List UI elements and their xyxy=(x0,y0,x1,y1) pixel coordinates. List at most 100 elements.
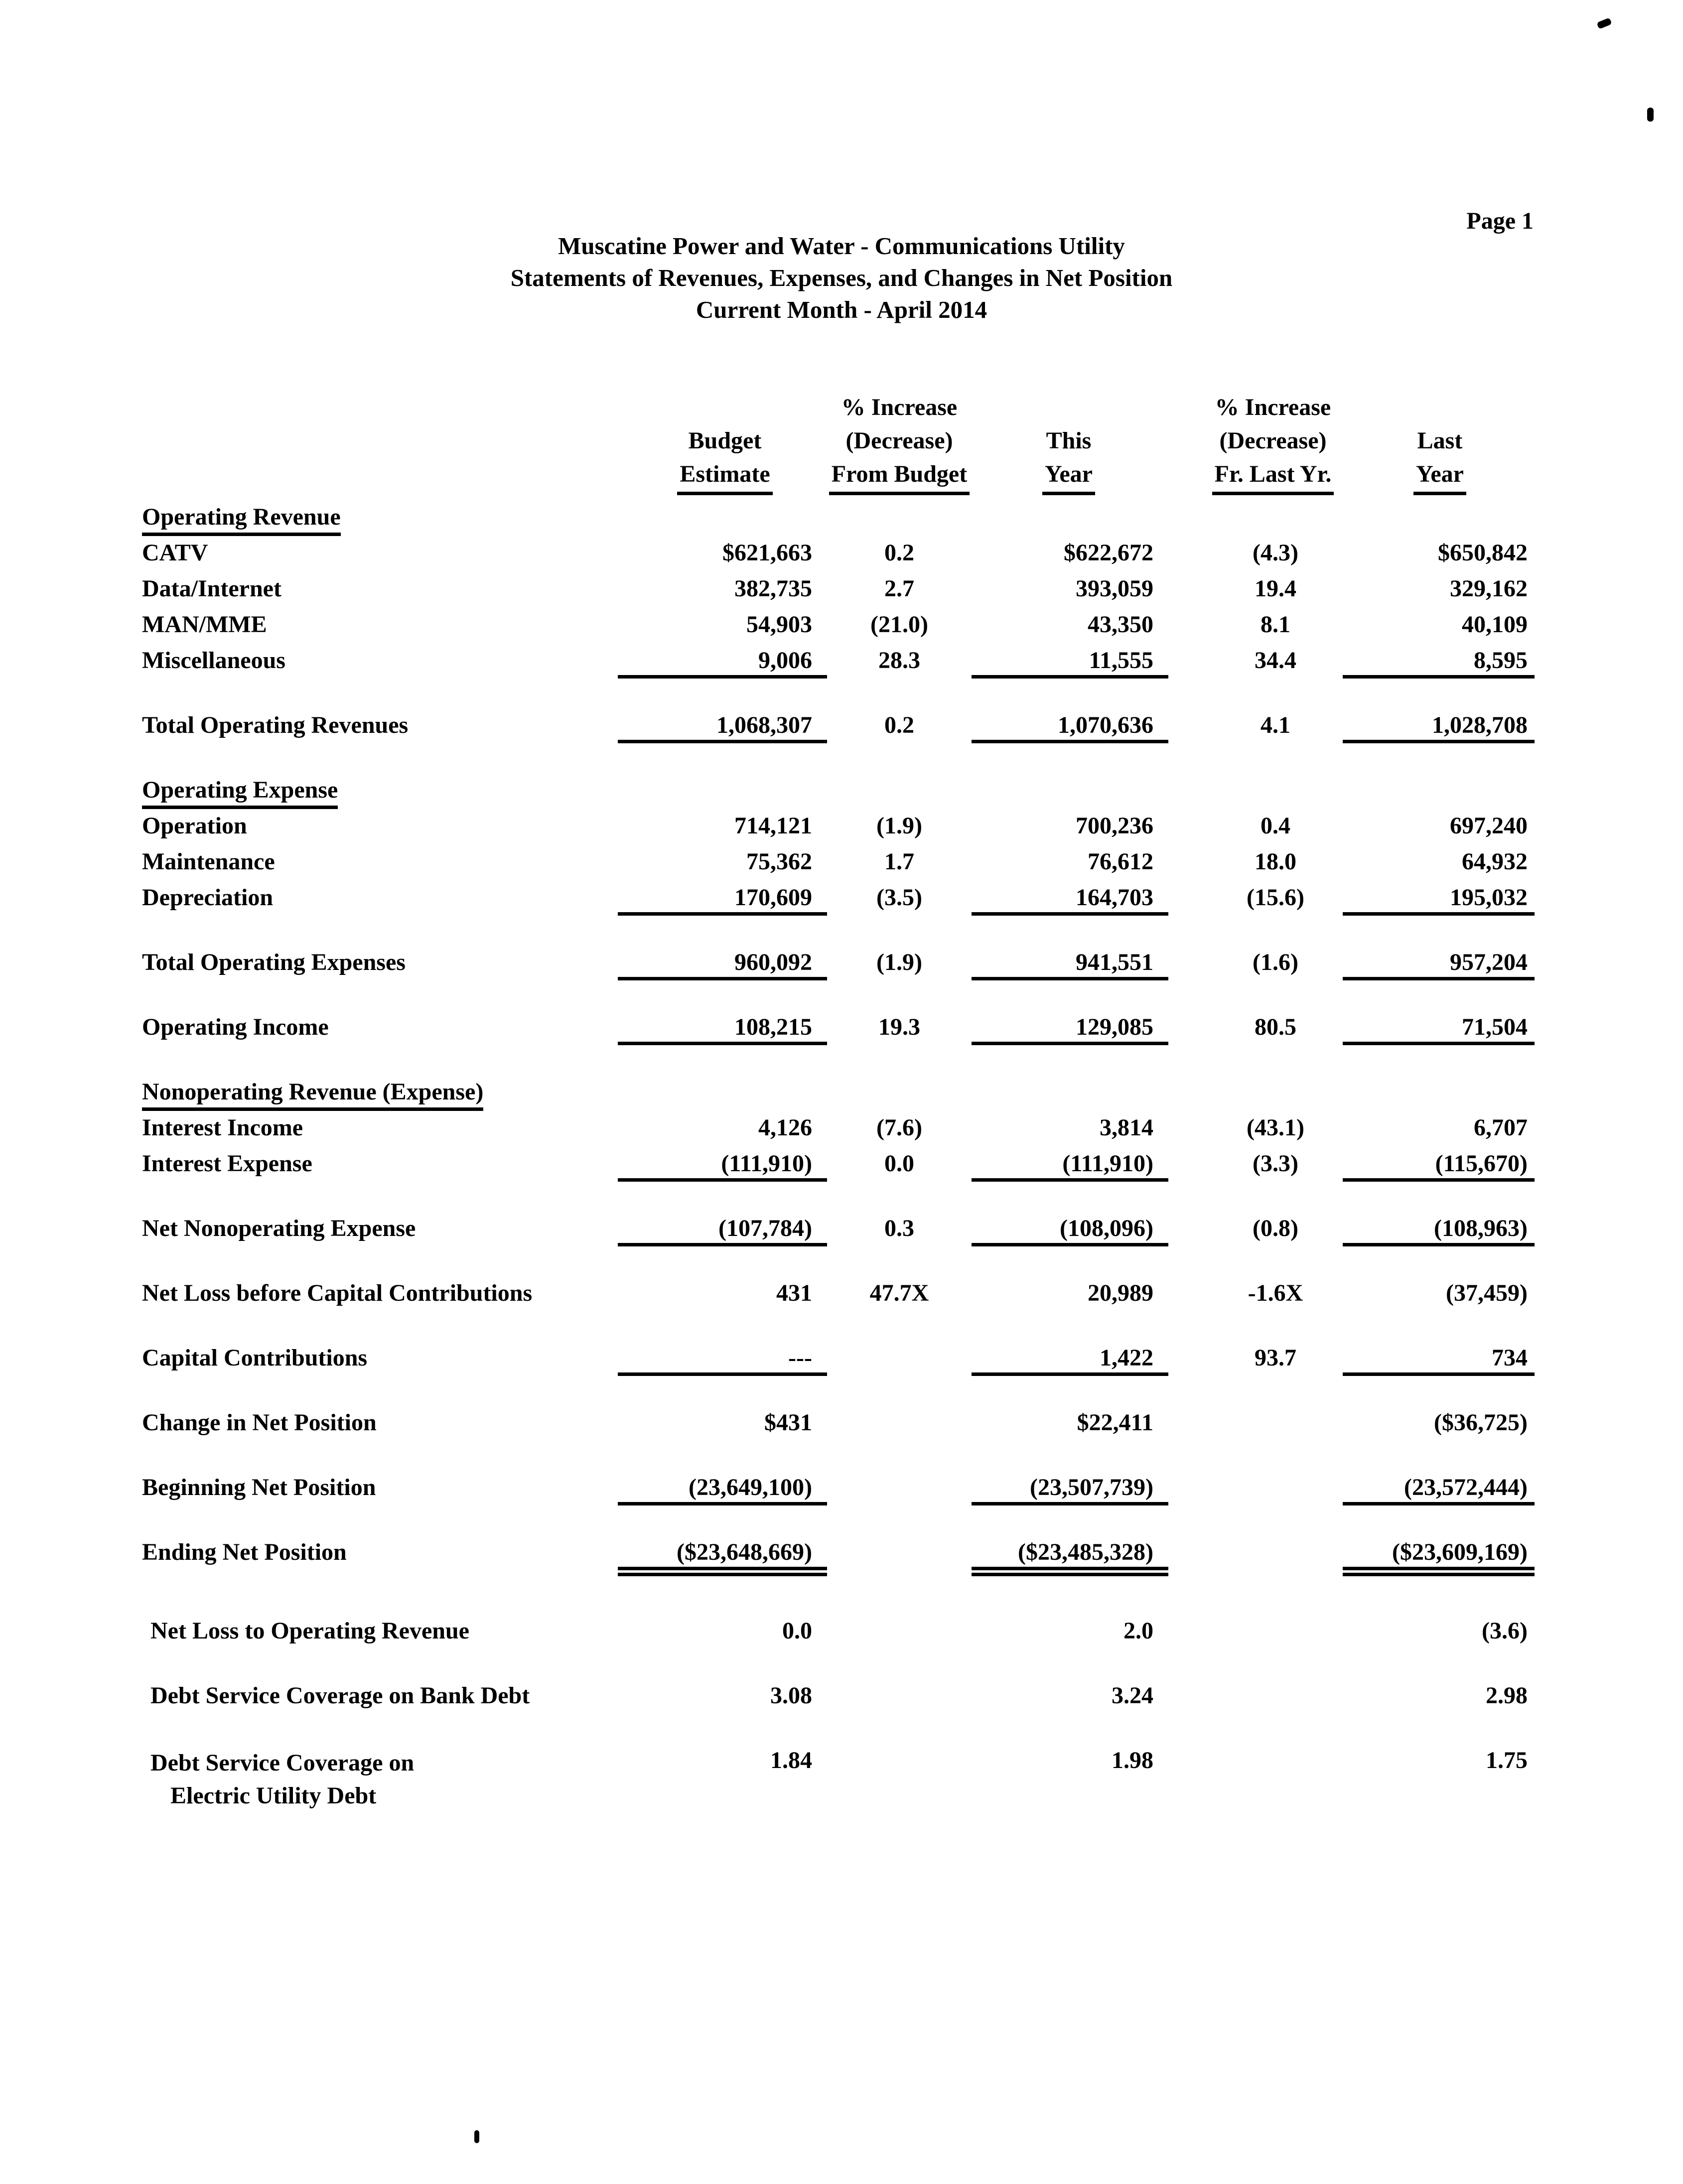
cell-last-year: 957,204 xyxy=(1343,945,1535,980)
row-label: Capital Contributions xyxy=(142,1345,368,1371)
row-label: Operating Income xyxy=(142,1014,329,1040)
cell-budget-estimate: 9,006 xyxy=(618,643,827,679)
cell-pct-from-budget: 0.2 xyxy=(884,712,914,738)
table-row: Net Nonoperating Expense (107,784) 0.3 (… xyxy=(0,1211,1683,1246)
cell-budget-estimate: (111,910) xyxy=(618,1146,827,1182)
cell-this-year: 3,814 xyxy=(1100,1114,1153,1141)
table-row: Debt Service Coverage on Bank Debt 3.08 … xyxy=(0,1678,1683,1714)
cell-pct-fr-last-yr: 34.4 xyxy=(1255,647,1296,674)
cell-pct-fr-last-yr: (3.3) xyxy=(1253,1150,1298,1177)
row-label: CATV xyxy=(142,540,208,566)
row-label: Total Operating Expenses xyxy=(142,949,406,975)
cell-pct-from-budget: 1.7 xyxy=(884,848,914,875)
row-label: MAN/MME xyxy=(142,611,267,638)
cell-this-year: (108,096) xyxy=(972,1211,1168,1246)
cell-pct-from-budget xyxy=(840,1074,959,1110)
cell-budget-estimate: (107,784) xyxy=(618,1211,827,1246)
table-row: Interest Income 4,126 (7.6) 3,814 (43.1)… xyxy=(0,1110,1683,1146)
table-row: Total Operating Expenses 960,092 (1.9) 9… xyxy=(0,945,1683,980)
cell-budget-estimate: ($23,648,669) xyxy=(618,1534,827,1576)
cell-budget-estimate: 714,121 xyxy=(734,813,812,839)
cell-this-year: 11,555 xyxy=(972,643,1168,679)
column-header-pct-fr-last-yr: % Increase (Decrease) Fr. Last Yr. xyxy=(1196,391,1350,495)
cell-this-year: 941,551 xyxy=(972,945,1168,980)
cell-this-year: 129,085 xyxy=(972,1009,1168,1045)
cell-budget-estimate xyxy=(618,1074,827,1110)
cell-last-year: 8,595 xyxy=(1343,643,1535,679)
cell-this-year xyxy=(972,1074,1168,1110)
row-label: Data/Internet xyxy=(142,575,281,602)
cell-this-year: 700,236 xyxy=(1076,813,1153,839)
cell-pct-from-budget: (7.6) xyxy=(876,1114,922,1141)
cell-last-year: 697,240 xyxy=(1450,813,1528,839)
cell-pct-from-budget xyxy=(840,1613,959,1649)
cell-budget-estimate: 960,092 xyxy=(618,945,827,980)
cell-this-year xyxy=(972,499,1168,535)
cell-last-year: (108,963) xyxy=(1343,1211,1535,1246)
row-label: Change in Net Position xyxy=(142,1409,377,1436)
row-label: Debt Service Coverage on Bank Debt xyxy=(150,1682,530,1709)
cell-budget-estimate: 170,609 xyxy=(618,880,827,916)
row-label: Net Nonoperating Expense xyxy=(142,1215,416,1241)
row-label: Operating Expense xyxy=(142,772,338,809)
cell-this-year: 164,703 xyxy=(972,880,1168,916)
cell-pct-fr-last-yr: 93.7 xyxy=(1255,1345,1296,1371)
cell-pct-from-budget: 0.2 xyxy=(884,540,914,566)
row-label: Beginning Net Position xyxy=(142,1474,376,1501)
cell-this-year: 3.24 xyxy=(1112,1682,1153,1709)
table-row: Interest Expense (111,910) 0.0 (111,910)… xyxy=(0,1146,1683,1182)
ink-speck xyxy=(1647,108,1654,122)
cell-last-year: 1.75 xyxy=(1486,1747,1528,1774)
row-label-line2: Electric Utility Debt xyxy=(170,1782,377,1809)
cell-last-year: ($23,609,169) xyxy=(1343,1534,1535,1576)
cell-this-year: 20,989 xyxy=(1088,1280,1153,1306)
cell-this-year: $622,672 xyxy=(1064,540,1153,566)
cell-pct-fr-last-yr: 18.0 xyxy=(1255,848,1296,875)
cell-last-year: (23,572,444) xyxy=(1343,1470,1535,1505)
cell-this-year: 76,612 xyxy=(1088,848,1153,875)
cell-this-year: 1,070,636 xyxy=(972,707,1168,743)
cell-budget-estimate xyxy=(618,772,827,808)
cell-last-year: ($36,725) xyxy=(1434,1409,1528,1436)
table-row: Net Loss before Capital Contributions 43… xyxy=(0,1275,1683,1311)
cell-pct-fr-last-yr: 19.4 xyxy=(1255,575,1296,602)
cell-budget-estimate: 0.0 xyxy=(782,1618,812,1644)
table-row: Beginning Net Position (23,649,100) (23,… xyxy=(0,1470,1683,1505)
table-row: Nonoperating Revenue (Expense) xyxy=(0,1074,1683,1111)
cell-pct-fr-last-yr xyxy=(1213,499,1338,535)
cell-pct-from-budget: 28.3 xyxy=(878,647,920,674)
cell-pct-from-budget: 19.3 xyxy=(878,1014,920,1040)
cell-pct-fr-last-yr xyxy=(1213,1405,1338,1441)
table-row: Operation 714,121 (1.9) 700,236 0.4 697,… xyxy=(0,808,1683,844)
cell-this-year: (111,910) xyxy=(972,1146,1168,1182)
row-label: Nonoperating Revenue (Expense) xyxy=(142,1074,484,1111)
cell-pct-fr-last-yr: (15.6) xyxy=(1247,884,1304,911)
table-row: Operating Revenue xyxy=(0,499,1683,536)
row-label: Operation xyxy=(142,813,247,839)
cell-this-year xyxy=(972,772,1168,808)
table-row: Ending Net Position ($23,648,669) ($23,4… xyxy=(0,1534,1683,1576)
cell-pct-fr-last-yr xyxy=(1213,1743,1338,1778)
cell-pct-from-budget xyxy=(840,1405,959,1441)
column-header-this-year: This Year xyxy=(1016,424,1121,495)
cell-pct-fr-last-yr: (43.1) xyxy=(1247,1114,1304,1141)
cell-last-year: 1,028,708 xyxy=(1343,707,1535,743)
table-row: Net Loss to Operating Revenue 0.0 2.0 (3… xyxy=(0,1613,1683,1649)
cell-this-year: (23,507,739) xyxy=(972,1470,1168,1505)
row-label: Interest Income xyxy=(142,1114,303,1141)
cell-pct-from-budget: 0.0 xyxy=(884,1150,914,1177)
cell-last-year: 6,707 xyxy=(1474,1114,1528,1141)
cell-last-year: 40,109 xyxy=(1462,611,1528,638)
cell-pct-fr-last-yr: (4.3) xyxy=(1253,540,1298,566)
row-label: Total Operating Revenues xyxy=(142,712,409,738)
cell-budget-estimate: 382,735 xyxy=(734,575,812,602)
cell-pct-fr-last-yr: 4.1 xyxy=(1261,712,1290,738)
cell-last-year: (37,459) xyxy=(1446,1280,1528,1306)
cell-pct-fr-last-yr: -1.6X xyxy=(1248,1280,1303,1306)
column-header-pct-from-budget: % Increase (Decrease) From Budget xyxy=(817,391,982,495)
cell-budget-estimate xyxy=(618,499,827,535)
table-row: Operating Income 108,215 19.3 129,085 80… xyxy=(0,1009,1683,1045)
cell-pct-fr-last-yr: 80.5 xyxy=(1255,1014,1296,1040)
cell-pct-from-budget xyxy=(840,772,959,808)
